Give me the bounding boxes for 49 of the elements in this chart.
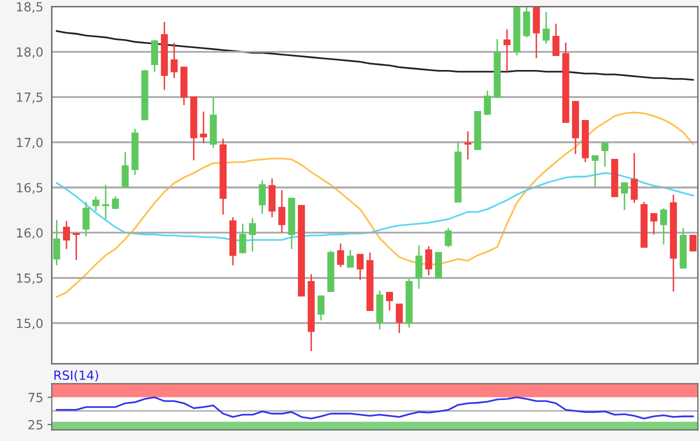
- y-tick-label: 17,5: [17, 92, 42, 104]
- candlestick: [151, 39, 158, 72]
- chart-title: RSI(14): [54, 370, 98, 382]
- candlestick: [62, 220, 70, 250]
- candlestick: [112, 196, 119, 210]
- y-tick-label: 15,5: [17, 274, 42, 284]
- candlestick: [72, 232, 80, 261]
- candlestick: [82, 201, 90, 238]
- candlestick: [170, 42, 178, 79]
- y-tick-label: 16,0: [17, 228, 43, 239]
- candlestick: [415, 244, 422, 290]
- candlestick: [542, 11, 550, 44]
- candlestick: [523, 6, 530, 38]
- candlestick: [660, 208, 668, 246]
- y-tick-label: 15,0: [17, 318, 43, 330]
- line-series: [56, 396, 694, 420]
- candlestick: [484, 90, 491, 116]
- candlestick: [239, 222, 246, 254]
- y-tick-label: 16,5: [17, 182, 42, 194]
- y-tick-label: 18,0: [17, 47, 43, 58]
- y-tick-label: 25: [28, 420, 42, 430]
- candlestick: [346, 249, 354, 268]
- candlestick: [650, 213, 658, 236]
- candlestick: [690, 234, 696, 252]
- candlestick: [386, 292, 394, 312]
- y-tick-label: 17,0: [17, 138, 43, 148]
- candlestick: [122, 152, 129, 188]
- y-tick-label: 75: [28, 392, 42, 402]
- candlestick: [444, 227, 452, 248]
- y-tick-label: 18,5: [17, 2, 42, 13]
- candlestick: [92, 196, 100, 212]
- candlestick: [318, 295, 324, 322]
- candlestick: [620, 182, 628, 211]
- candlestick: [248, 218, 256, 252]
- candlestick: [200, 110, 208, 144]
- candlestick: [258, 180, 266, 214]
- candlestick: [425, 246, 432, 276]
- candlestick: [356, 254, 364, 280]
- candlestick: [396, 303, 403, 334]
- candlestick: [504, 28, 510, 72]
- candlestick: [102, 184, 110, 220]
- candlestick: [337, 242, 344, 268]
- candlestick: [601, 142, 608, 168]
- candlestick: [278, 190, 286, 234]
- candlestick: [464, 130, 472, 160]
- candlestick: [53, 219, 60, 266]
- candlestick: [592, 155, 599, 188]
- candlestick: [630, 152, 638, 204]
- candlestick: [552, 23, 560, 56]
